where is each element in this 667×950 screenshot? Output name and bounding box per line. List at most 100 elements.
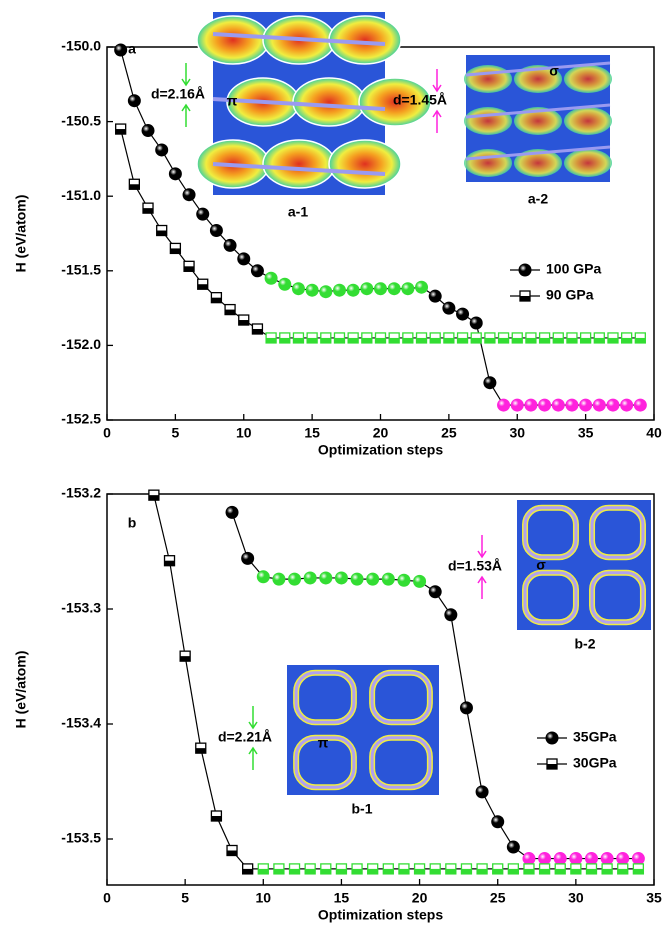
data-point <box>360 282 373 295</box>
marker-bottom <box>198 284 208 289</box>
x-tick-label: 20 <box>412 890 428 906</box>
x-tick-label: 10 <box>255 890 271 906</box>
data-point <box>461 864 471 874</box>
data-point <box>499 333 509 343</box>
marker-bottom <box>362 338 372 343</box>
data-point <box>632 852 645 865</box>
data-point <box>368 864 378 874</box>
x-tick-label: 0 <box>103 425 111 441</box>
data-point <box>553 333 563 343</box>
marker-bottom <box>485 338 495 343</box>
legend-label: 35GPa <box>573 729 617 745</box>
data-point <box>243 864 253 874</box>
marker-bottom <box>430 338 440 343</box>
marker-bottom <box>389 338 399 343</box>
data-point <box>458 333 468 343</box>
data-point <box>471 333 481 343</box>
inset-symbol: π <box>227 93 238 109</box>
marker-bottom <box>157 231 167 236</box>
data-point <box>634 399 647 412</box>
inset-blob <box>564 107 612 135</box>
data-point <box>508 864 518 874</box>
data-point <box>417 333 427 343</box>
data-point <box>351 573 364 586</box>
inset-blob <box>197 16 269 64</box>
data-point <box>476 785 489 798</box>
data-point <box>401 282 414 295</box>
marker-bottom <box>512 338 522 343</box>
legend-label: 30GPa <box>573 755 617 771</box>
y-tick-label: -153.3 <box>61 600 101 616</box>
data-point <box>304 571 317 584</box>
data-point <box>586 864 596 874</box>
data-point <box>618 864 628 874</box>
marker-bottom <box>415 869 425 874</box>
data-point <box>226 506 239 519</box>
x-tick-label: 10 <box>236 425 252 441</box>
inset-blob <box>464 65 512 93</box>
data-point <box>227 846 237 856</box>
data-point <box>594 333 604 343</box>
inset-blob <box>293 78 365 126</box>
marker-bottom <box>471 338 481 343</box>
data-point <box>585 852 598 865</box>
data-point <box>224 239 237 252</box>
marker-bottom <box>618 869 628 874</box>
data-point <box>128 94 141 107</box>
marker-bottom <box>129 184 139 189</box>
data-point <box>446 864 456 874</box>
y-tick-label: -150.5 <box>61 112 101 128</box>
data-point <box>170 243 180 253</box>
distance-label: d=2.21Å <box>218 729 272 745</box>
data-point <box>383 864 393 874</box>
data-point <box>520 291 530 301</box>
data-point <box>581 333 591 343</box>
data-point <box>382 573 395 586</box>
data-point <box>633 864 643 874</box>
data-point <box>415 864 425 874</box>
marker-bottom <box>143 208 153 213</box>
inset-blob <box>564 65 612 93</box>
x-tick-label: 15 <box>334 890 350 906</box>
data-point <box>149 490 159 500</box>
data-point <box>211 293 221 303</box>
marker-bottom <box>567 338 577 343</box>
data-point <box>470 317 483 330</box>
marker-bottom <box>524 869 534 874</box>
data-point <box>258 864 268 874</box>
marker-bottom <box>307 338 317 343</box>
data-point <box>319 285 332 298</box>
data-point <box>293 333 303 343</box>
data-point <box>540 333 550 343</box>
distance-label: d=1.45Å <box>393 92 447 108</box>
data-point <box>429 290 442 303</box>
data-point <box>257 570 270 583</box>
data-point <box>278 278 291 291</box>
data-point <box>477 864 487 874</box>
x-tick-label: 40 <box>646 425 662 441</box>
marker-bottom <box>520 296 530 301</box>
marker-bottom <box>274 869 284 874</box>
data-point <box>155 143 168 156</box>
data-point <box>265 272 278 285</box>
data-point <box>347 284 360 297</box>
data-point <box>376 333 386 343</box>
data-point <box>366 573 379 586</box>
data-point <box>362 333 372 343</box>
data-point <box>460 701 473 714</box>
marker-bottom <box>508 869 518 874</box>
marker-bottom <box>180 656 190 661</box>
inset-label: b-1 <box>352 801 373 817</box>
data-point <box>620 399 633 412</box>
inset-image <box>287 665 439 795</box>
data-point <box>593 399 606 412</box>
data-point <box>546 732 559 745</box>
x-tick-label: 0 <box>103 890 111 906</box>
marker-bottom <box>211 816 221 821</box>
data-point <box>211 811 221 821</box>
y-axis-label: H (eV/atom) <box>13 195 29 273</box>
marker-bottom <box>399 869 409 874</box>
data-point <box>292 282 305 295</box>
marker-bottom <box>196 748 206 753</box>
